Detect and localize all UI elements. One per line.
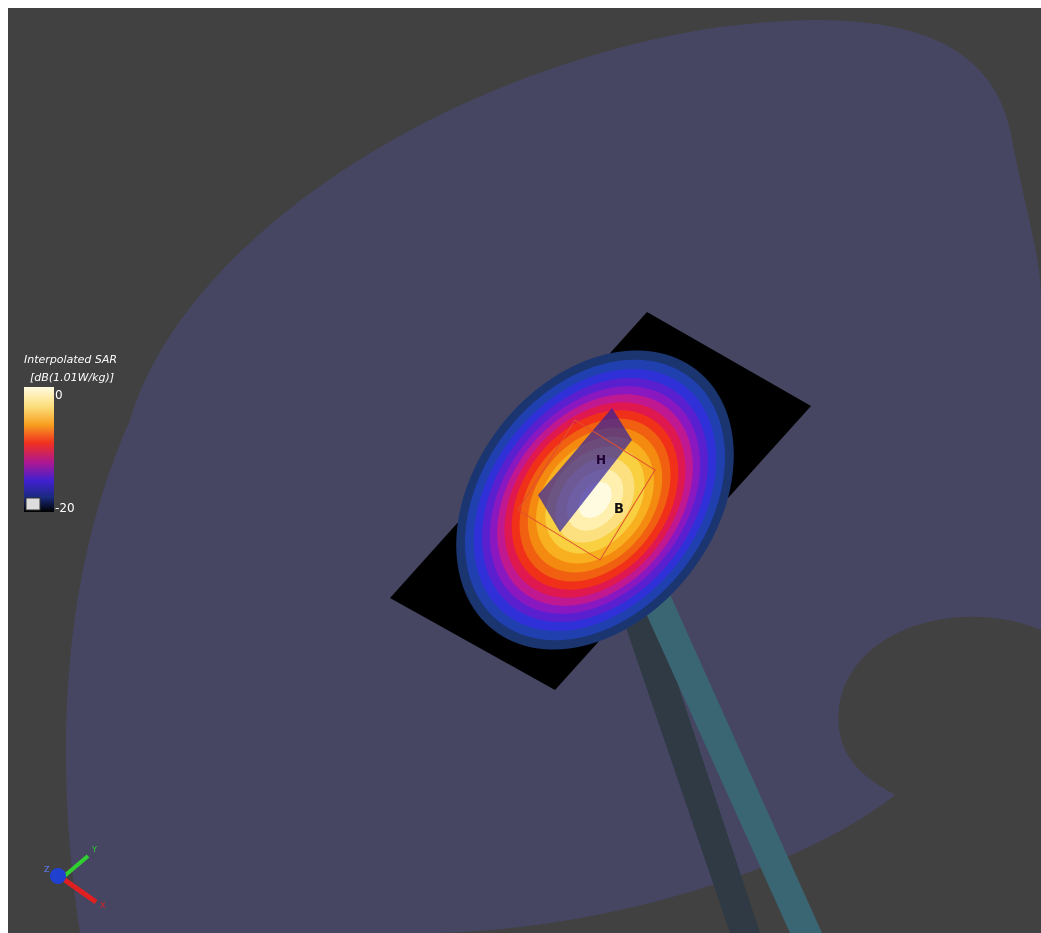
colorbar-icon xyxy=(25,497,41,511)
x-axis xyxy=(60,875,98,905)
zoom-box xyxy=(517,419,656,561)
zoom-plane xyxy=(538,408,632,532)
y-axis xyxy=(60,854,90,880)
z-axis xyxy=(50,868,66,884)
axis-label: X xyxy=(100,901,106,910)
probe-shadow xyxy=(620,600,760,933)
legend-title: Interpolated SAR xyxy=(24,353,117,366)
axis-triad: Y Z X xyxy=(44,845,106,910)
colorbar xyxy=(24,387,54,512)
marker-label: B xyxy=(614,502,624,517)
legend-max: 0 xyxy=(55,388,63,402)
probe-shaft xyxy=(640,590,822,933)
axis-label: Y xyxy=(91,845,97,854)
axis-label: Z xyxy=(44,865,50,874)
legend-min: -20 xyxy=(55,501,75,515)
legend-unit: [dB(1.01W/kg)] xyxy=(30,371,114,384)
sar-contours xyxy=(456,350,734,650)
marker-label: H xyxy=(596,453,606,467)
